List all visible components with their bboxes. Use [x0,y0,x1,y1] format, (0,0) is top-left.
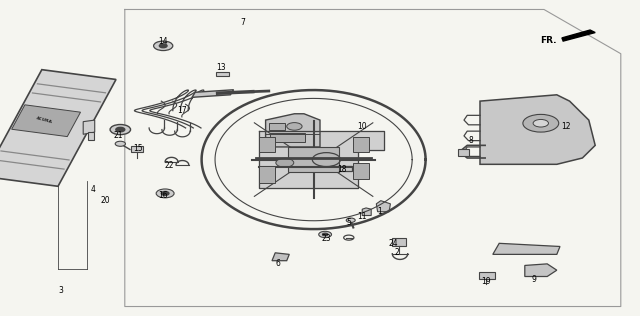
Bar [479,272,495,279]
Polygon shape [266,114,320,147]
Circle shape [287,123,302,130]
Text: 12: 12 [562,122,571,131]
Text: 19: 19 [481,277,492,286]
Text: 5: 5 [346,218,351,227]
Text: 7: 7 [241,18,246,27]
Bar [270,133,305,142]
Text: 24: 24 [388,239,399,248]
Bar [353,137,369,152]
Bar [458,149,469,156]
Bar [326,166,352,171]
Text: 16: 16 [158,191,168,200]
Polygon shape [192,90,234,97]
Text: 1: 1 [377,207,382,216]
Text: 13: 13 [216,64,226,72]
Circle shape [319,231,332,238]
Text: 20: 20 [100,196,111,205]
Polygon shape [562,30,595,41]
Text: 15: 15 [132,144,143,153]
Text: FR.: FR. [540,36,557,45]
Text: 3: 3 [58,286,63,295]
Polygon shape [0,70,116,186]
Circle shape [110,125,131,135]
Polygon shape [259,131,384,188]
Polygon shape [480,95,595,164]
Text: 14: 14 [158,37,168,46]
Bar [131,146,143,152]
Bar [259,166,275,183]
Circle shape [276,158,294,167]
Text: 4: 4 [90,185,95,194]
Bar [288,147,339,172]
Circle shape [346,218,355,222]
Polygon shape [493,243,560,254]
Circle shape [154,41,173,51]
Text: 10: 10 [356,122,367,131]
Circle shape [161,191,169,195]
Circle shape [159,44,167,48]
Text: 21: 21 [114,131,123,140]
Text: 18: 18 [338,165,347,173]
Polygon shape [525,264,557,276]
Polygon shape [12,105,81,137]
Text: 6: 6 [276,259,281,268]
Polygon shape [376,201,390,212]
Bar [216,72,229,76]
Circle shape [116,127,125,132]
Text: 23: 23 [321,234,332,243]
Circle shape [523,114,559,132]
Polygon shape [272,253,289,261]
Bar [353,163,369,179]
Text: 9: 9 [532,275,537,284]
Polygon shape [83,120,95,134]
Bar [259,137,275,152]
Text: 2: 2 [394,248,399,257]
Circle shape [323,233,328,236]
Text: 8: 8 [468,136,473,145]
Circle shape [156,189,174,198]
Text: 11: 11 [357,212,366,221]
Bar [392,238,406,246]
Circle shape [533,119,548,127]
Circle shape [115,141,125,146]
Bar [269,123,285,130]
Text: ACURA: ACURA [36,117,54,125]
Text: 17: 17 [177,106,188,115]
Text: 22: 22 [165,161,174,170]
Polygon shape [362,208,371,216]
Bar [88,132,94,140]
